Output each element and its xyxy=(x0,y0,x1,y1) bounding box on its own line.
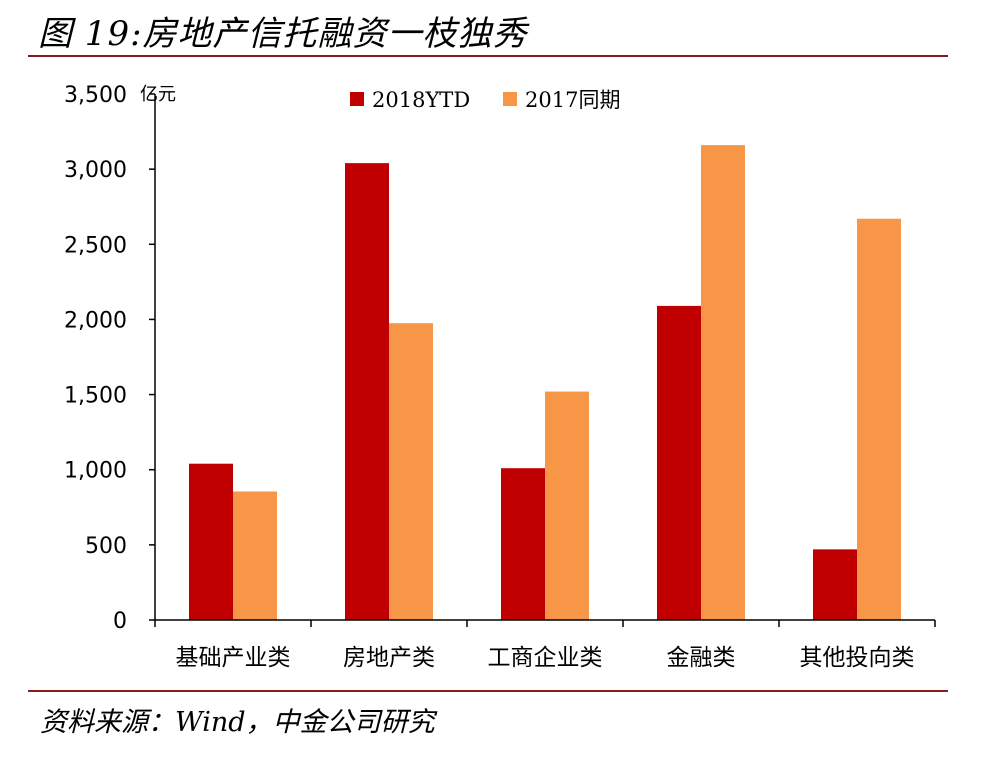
y-tick-label: 1,000 xyxy=(64,459,127,484)
bar-2017-4 xyxy=(857,218,901,621)
y-tick-label: 3,500 xyxy=(64,83,127,108)
bars xyxy=(189,145,901,621)
category-label: 其他投向类 xyxy=(800,645,915,671)
bar-2017-3 xyxy=(701,145,745,620)
bar-2017-0 xyxy=(233,491,277,620)
category-label: 房地产类 xyxy=(343,645,435,671)
legend-label-2017: 2017同期 xyxy=(525,88,620,112)
bar-2017-2 xyxy=(545,391,589,620)
bottom-rule xyxy=(28,690,948,692)
bar-2018ytd-2 xyxy=(501,468,545,620)
bar-chart: 0 500 1,000 1,500 2,000 2,500 3,000 3,500 基础产业类… xyxy=(64,83,936,671)
y-tick-label: 1,500 xyxy=(64,384,127,409)
bar-2018ytd-3 xyxy=(657,305,701,620)
y-tick-label: 2,000 xyxy=(64,308,127,333)
bar-2018ytd-0 xyxy=(189,463,233,620)
source-note: 资料来源：Wind，中金公司研究 xyxy=(40,707,435,738)
legend: 2018YTD 2017同期 xyxy=(350,88,620,112)
category-label: 金融类 xyxy=(667,645,736,671)
y-axis-ticks: 0 500 1,000 1,500 2,000 2,500 3,000 3,500 xyxy=(64,83,155,634)
legend-label-2018ytd: 2018YTD xyxy=(372,88,470,112)
y-tick-label: 0 xyxy=(113,609,127,634)
y-tick-label: 2,500 xyxy=(64,233,127,258)
legend-swatch-2018ytd xyxy=(350,92,364,106)
y-tick-label: 500 xyxy=(85,534,127,559)
figure-title: 图 19:房地产信托融资一枝独秀 xyxy=(38,14,528,54)
category-label: 工商企业类 xyxy=(488,645,603,671)
y-tick-label: 3,000 xyxy=(64,158,127,183)
top-rule xyxy=(28,55,948,57)
bar-2018ytd-4 xyxy=(813,549,857,620)
category-label: 基础产业类 xyxy=(176,645,291,671)
legend-swatch-2017 xyxy=(503,92,517,106)
x-axis-separators xyxy=(154,620,936,627)
bar-2017-1 xyxy=(389,323,433,620)
y-unit-label: 亿元 xyxy=(140,84,176,105)
bar-2018ytd-1 xyxy=(345,163,389,621)
category-labels: 基础产业类 房地产类 工商企业类 金融类 其他投向类 xyxy=(176,645,915,671)
